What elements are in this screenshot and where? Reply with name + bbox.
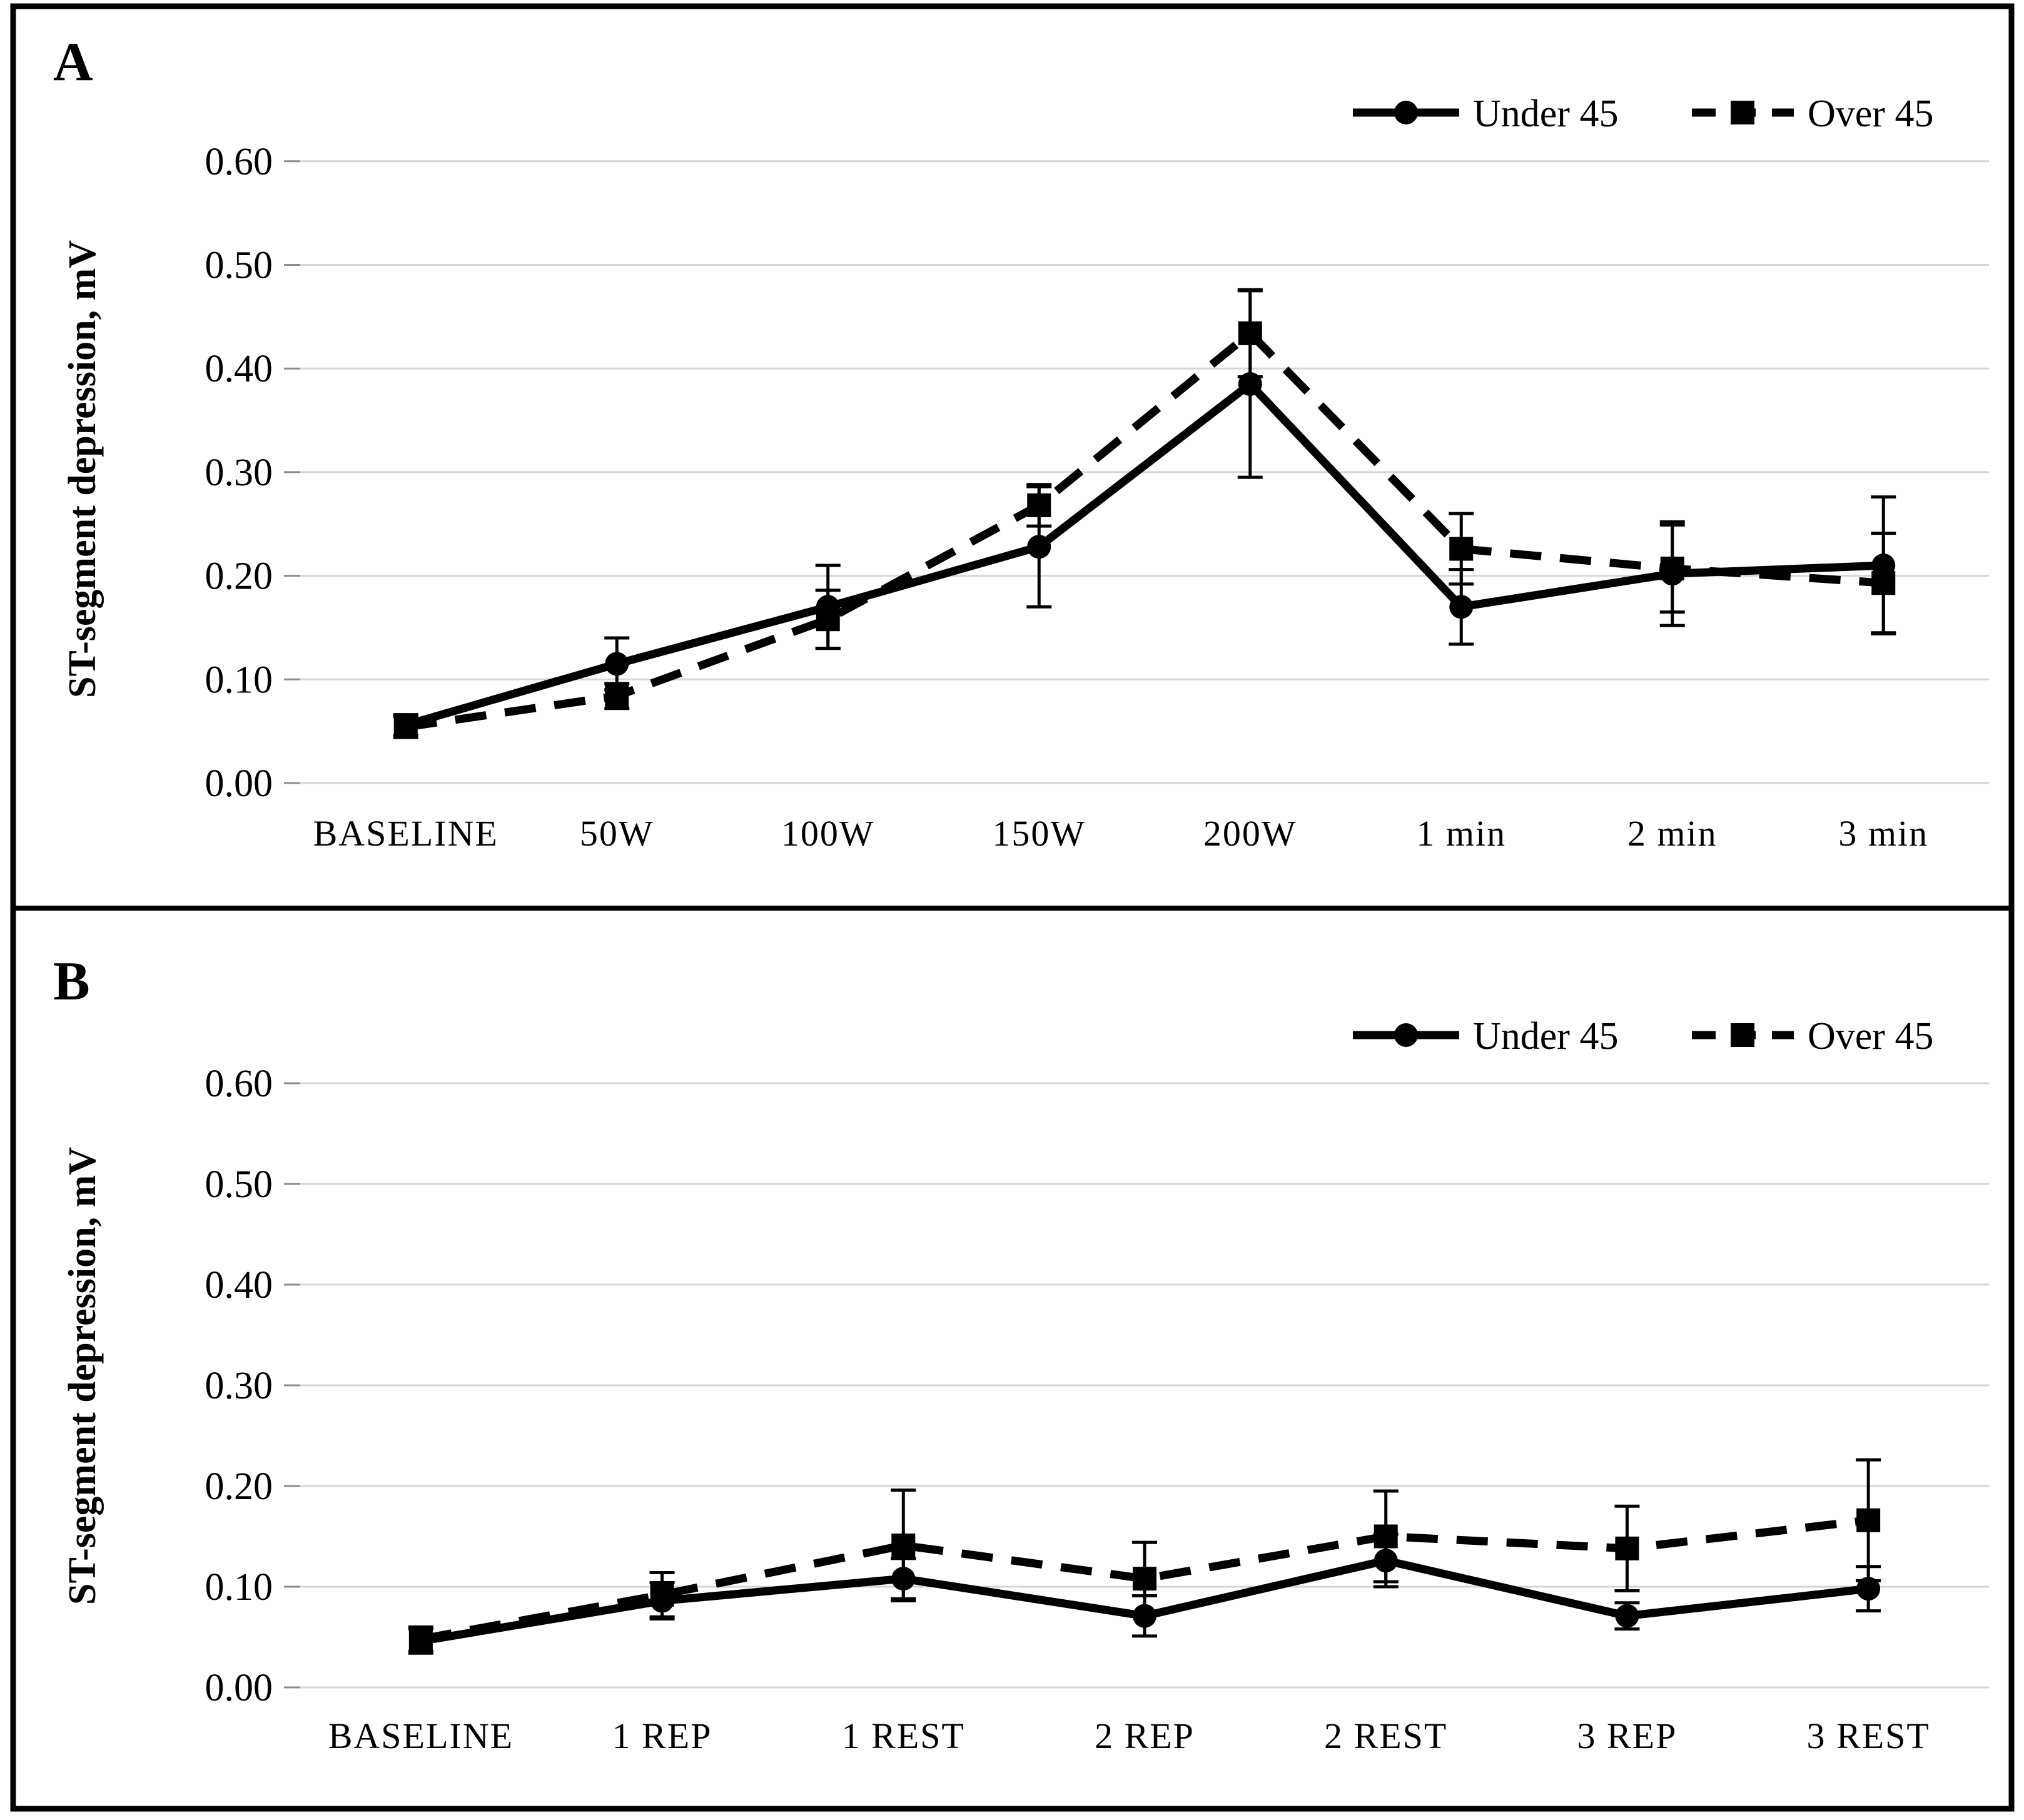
y-tick-label: 0.60 [205, 1063, 273, 1105]
square-marker-icon [1238, 321, 1262, 345]
square-marker-icon [1615, 1536, 1639, 1560]
legend-under-45-label: Under 45 [1473, 1015, 1618, 1058]
x-category-label: 200W [1203, 813, 1297, 854]
square-marker-icon [408, 1627, 433, 1651]
legend-under-45-label: Under 45 [1473, 93, 1618, 135]
y-tick-label: 0.00 [205, 762, 273, 805]
x-category-label: 1 REST [842, 1716, 965, 1756]
x-axis-category-labels: BASELINE 1 REP 1 REST 2 REP 2 REST 3 REP 3 RES… [328, 1716, 1930, 1756]
x-category-label: 3 REP [1577, 1716, 1677, 1756]
x-category-label: BASELINE [313, 813, 498, 854]
x-category-label: 2 min [1627, 813, 1718, 854]
x-category-label: 2 REP [1095, 1716, 1195, 1756]
legend-over-45-square-marker-icon [1731, 1023, 1754, 1047]
series-line-over-45 [405, 328, 1884, 731]
y-tick-label: 0.50 [205, 1163, 273, 1206]
square-marker-icon [1374, 1524, 1398, 1549]
square-marker-icon [816, 607, 840, 632]
square-marker-icon [605, 684, 629, 708]
panel-b-legend: Under 45 Over 45 [1353, 1015, 1933, 1058]
square-marker-icon [650, 1582, 674, 1607]
circle-marker-icon [1449, 595, 1474, 619]
circle-marker-icon [1615, 1604, 1639, 1628]
y-tick-label: 0.40 [205, 348, 273, 390]
y-tick-label: 0.60 [205, 141, 273, 183]
x-category-label: 3 REST [1806, 1716, 1930, 1756]
x-category-label: 1 REP [612, 1716, 712, 1756]
square-marker-icon [1856, 1508, 1881, 1532]
panel-b-y-axis-title: ST-segment depression, mV [61, 1147, 104, 1605]
x-category-label: 150W [992, 813, 1086, 854]
square-marker-icon [891, 1533, 916, 1557]
y-tick-label: 0.20 [205, 1465, 273, 1508]
legend-over-45-label: Over 45 [1808, 93, 1933, 135]
circle-marker-icon [1374, 1549, 1398, 1573]
x-category-label: 50W [580, 813, 654, 854]
y-axis-tick-labels: 0.00 0.10 0.20 0.30 0.40 0.50 0.60 [205, 141, 273, 805]
panel-a-legend: Under 45 Over 45 [1353, 93, 1933, 135]
x-category-label: 100W [781, 813, 875, 854]
circle-marker-icon [1027, 535, 1051, 559]
y-axis-ticks [284, 1082, 300, 1689]
x-category-label: 2 REST [1324, 1716, 1447, 1756]
y-tick-label: 0.10 [205, 659, 273, 701]
square-marker-icon [1449, 537, 1474, 561]
y-tick-label: 0.40 [205, 1264, 273, 1307]
y-tick-label: 0.20 [205, 555, 273, 598]
panel-a-y-axis-title: ST-segment depression, mV [61, 240, 104, 698]
y-axis-ticks [284, 160, 300, 784]
circle-marker-icon [891, 1567, 916, 1591]
y-tick-label: 0.30 [205, 1365, 273, 1407]
x-category-label: 3 min [1838, 813, 1928, 854]
panel-b-plot-area: 0.00 0.10 0.20 0.30 0.40 0.50 0.60 BASELINE 1 RE… [205, 1063, 1989, 1756]
x-category-label: BASELINE [328, 1716, 514, 1756]
x-category-label: 1 min [1416, 813, 1506, 854]
y-axis-tick-labels: 0.00 0.10 0.20 0.30 0.40 0.50 0.60 [205, 1063, 273, 1709]
square-marker-icon [393, 715, 418, 739]
square-marker-icon [1027, 493, 1051, 517]
square-marker-icon [1660, 557, 1684, 581]
legend-over-45-square-marker-icon [1731, 101, 1754, 124]
legend-under-45-circle-marker-icon [1394, 101, 1418, 124]
series-line-under-45 [404, 378, 1884, 729]
circle-marker-icon [1238, 372, 1262, 397]
legend-under-45-circle-marker-icon [1394, 1023, 1418, 1047]
y-tick-label: 0.50 [205, 245, 273, 287]
panel-b: B ST-segment depression, mV 0.00 0.10 0.20… [53, 951, 1989, 1756]
panel-a-letter: A [53, 32, 93, 93]
series-markers-over-45 [393, 321, 1896, 739]
y-tick-label: 0.00 [205, 1667, 273, 1709]
square-marker-icon [1133, 1567, 1156, 1591]
circle-marker-icon [1856, 1577, 1881, 1601]
legend-over-45-label: Over 45 [1808, 1015, 1933, 1058]
y-tick-label: 0.10 [205, 1566, 273, 1609]
panel-b-letter: B [53, 951, 90, 1012]
panel-a: A ST-segment depression, mV 0.00 0.10 0.20… [53, 32, 1989, 854]
x-axis-category-labels: BASELINE 50W 100W 150W 200W 1 min 2 min 3 min [313, 813, 1928, 854]
square-marker-icon [1871, 571, 1896, 595]
series-markers-over-45 [408, 1508, 1881, 1651]
gridlines [300, 160, 1989, 784]
circle-marker-icon [605, 652, 629, 676]
panel-a-plot-area: 0.00 0.10 0.20 0.30 0.40 0.50 0.60 BASELINE 50W 1… [205, 141, 1989, 854]
y-tick-label: 0.30 [205, 452, 273, 494]
circle-marker-icon [1133, 1604, 1156, 1628]
